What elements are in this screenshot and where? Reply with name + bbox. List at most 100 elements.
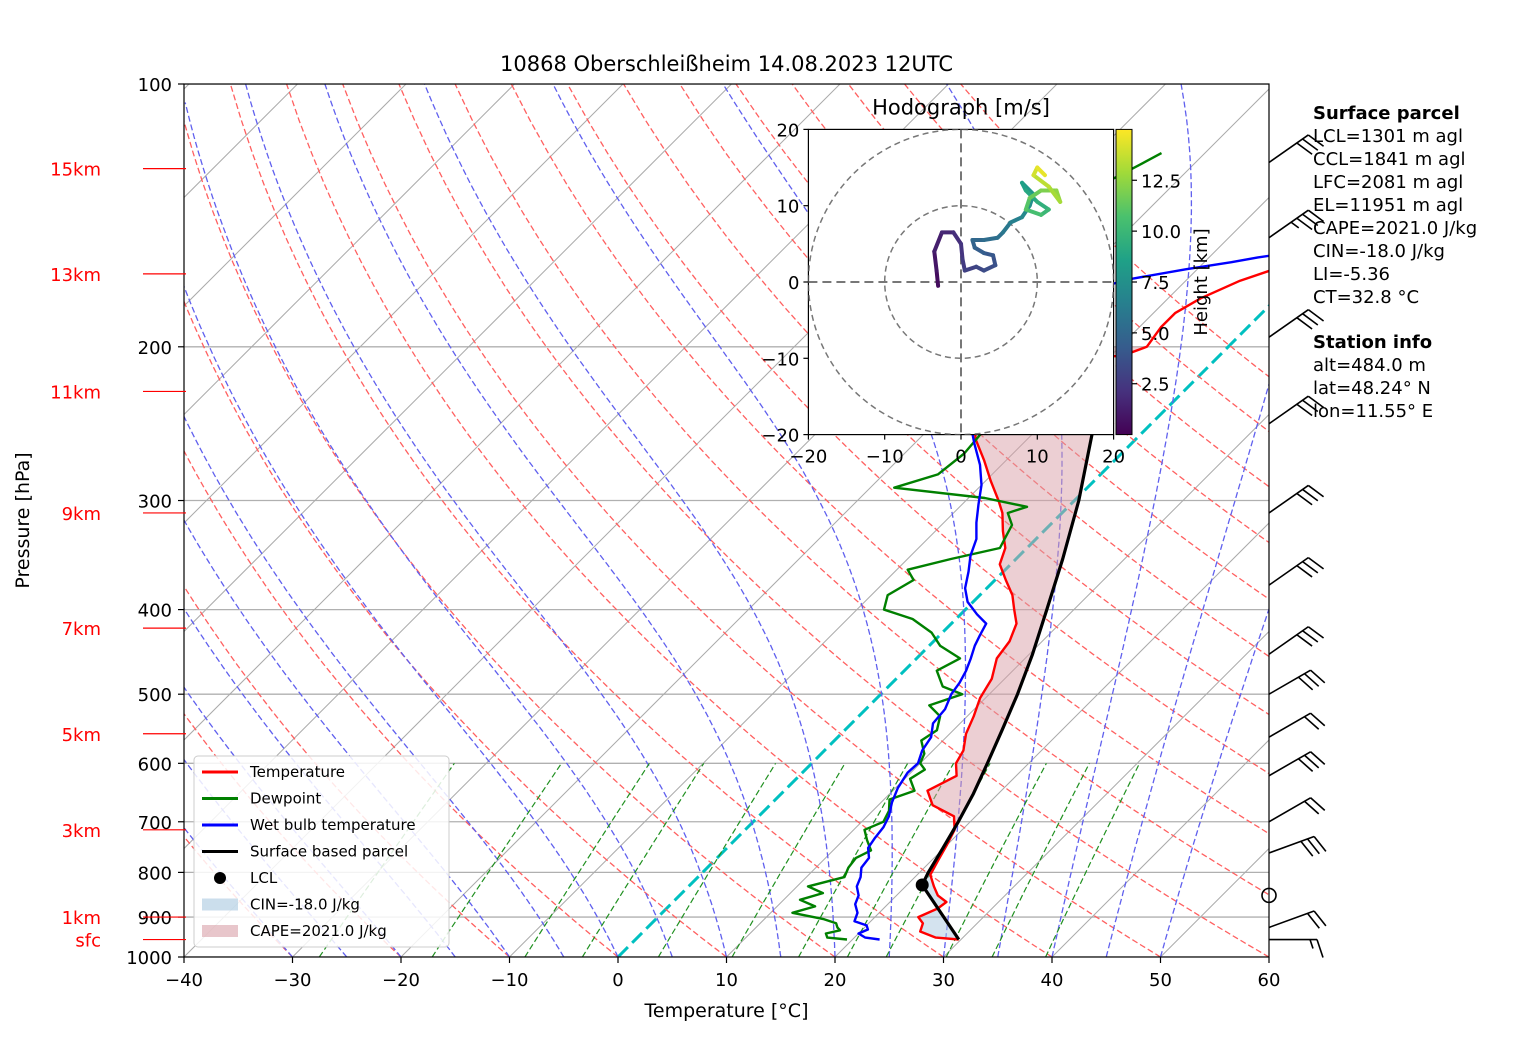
barb-staff [1269, 558, 1308, 586]
x-tick-label: 30 [932, 970, 955, 991]
wind-barb [1269, 558, 1324, 586]
hodograph-segment [934, 251, 936, 270]
x-tick-label: 0 [612, 970, 623, 991]
height-label: 3km [62, 821, 101, 842]
x-tick-label: −20 [382, 970, 420, 991]
y-tick-label: 1000 [126, 948, 172, 969]
wind-barb [1269, 670, 1325, 694]
height-label: 5km [62, 725, 101, 746]
legend-swatch [214, 872, 226, 884]
hodograph-y-tick-label: 10 [776, 197, 799, 218]
mixing-ratio-line [658, 763, 775, 957]
barb-staff [1269, 396, 1308, 424]
height-label: sfc [75, 931, 101, 952]
mixing-ratio-line [432, 763, 561, 957]
barb-flag [1317, 940, 1323, 958]
colorbar-tick-label: 10.0 [1141, 222, 1181, 243]
y-axis-label: Pressure [hPa] [12, 452, 34, 588]
info-panel: Surface parcel LCL=1301 m agl CCL=1841 m… [1313, 102, 1477, 423]
x-tick-label: 40 [1041, 970, 1064, 991]
hodograph-colorbar [1116, 129, 1132, 434]
legend-swatch [202, 925, 238, 937]
surface-line-lcl: LCL=1301 m agl [1313, 125, 1477, 148]
station-line-lat: lat=48.24° N [1313, 377, 1477, 400]
x-tick-label: −10 [491, 970, 529, 991]
colorbar-tick-label: 12.5 [1141, 171, 1181, 192]
x-tick-label: 20 [824, 970, 847, 991]
barb-staff [1269, 210, 1308, 238]
height-label: 15km [50, 160, 101, 181]
height-label: 7km [62, 619, 101, 640]
barb-staff [1269, 911, 1314, 927]
height-label: 9km [62, 504, 101, 525]
surface-line-cin: CIN=-18.0 J/kg [1313, 240, 1477, 263]
x-tick-label: 10 [715, 970, 738, 991]
hodograph-title: Hodograph [m/s] [872, 95, 1050, 119]
wind-barb [1269, 911, 1326, 928]
colorbar-tick-label: 7.5 [1141, 273, 1170, 294]
hodograph-y-tick-label: 0 [788, 273, 799, 294]
hodograph-y-tick-label: 20 [776, 120, 799, 141]
surface-line-li: LI=-5.36 [1313, 263, 1477, 286]
height-label: 11km [50, 382, 101, 403]
barb-staff [1269, 627, 1308, 655]
mixing-ratio-line [582, 763, 703, 957]
hodograph-segment [961, 244, 963, 259]
y-tick-label: 900 [138, 908, 172, 929]
x-tick-label: 60 [1258, 970, 1281, 991]
y-tick-label: 200 [138, 338, 172, 359]
colorbar-label: Height [km] [1191, 228, 1212, 335]
wind-barb [1269, 837, 1326, 857]
y-tick-label: 400 [138, 601, 172, 622]
station-line-lon: lon=11.55° E [1313, 400, 1477, 423]
barb-staff [1269, 135, 1308, 163]
x-axis-label: Temperature [°C] [644, 1000, 809, 1022]
lcl-marker [916, 878, 929, 891]
wind-barb [1269, 713, 1325, 737]
surface-line-el: EL=11951 m agl [1313, 194, 1477, 217]
colorbar-tick-label: 5.0 [1141, 324, 1170, 345]
y-tick-label: 700 [138, 813, 172, 834]
station-info-header: Station info [1313, 331, 1477, 354]
legend-label: Dewpoint [250, 790, 321, 808]
surface-line-lfc: LFC=2081 m agl [1313, 171, 1477, 194]
legend-label: Surface based parcel [250, 843, 408, 861]
legend-label: Wet bulb temperature [250, 816, 416, 834]
y-tick-label: 600 [138, 754, 172, 775]
hodograph-y-tick-label: −20 [761, 426, 799, 447]
y-tick-label: 100 [138, 75, 172, 96]
moist-adiabat [425, 84, 836, 957]
wind-barb [1269, 485, 1324, 513]
legend-label: Temperature [249, 763, 345, 781]
wind-barb [1269, 940, 1323, 958]
hodograph-x-tick-label: 10 [1026, 447, 1049, 468]
wind-barb [1269, 798, 1325, 822]
mixing-ratio-line [1046, 763, 1140, 957]
wind-barb [1269, 627, 1324, 655]
colorbar-tick-label: 2.5 [1141, 375, 1170, 396]
legend-swatch [202, 899, 238, 911]
legend-label: LCL [250, 869, 278, 887]
surface-line-ccl: CCL=1841 m agl [1313, 148, 1477, 171]
x-tick-label: −40 [165, 970, 203, 991]
y-tick-label: 800 [138, 863, 172, 884]
barb-staff [1269, 798, 1311, 822]
legend: Temperature Dewpoint Wet bulb temperature S… [194, 756, 449, 947]
legend-label: CIN=-18.0 J/kg [250, 896, 360, 914]
hodograph-segment [937, 271, 939, 286]
surface-parcel-header: Surface parcel [1313, 102, 1477, 125]
hodograph-x-tick-label: −10 [866, 447, 904, 468]
barb-staff [1269, 310, 1308, 338]
surface-line-ct: CT=32.8 °C [1313, 286, 1477, 309]
x-tick-label: −30 [274, 970, 312, 991]
y-tick-label: 500 [138, 685, 172, 706]
chart-title: 10868 Oberschleißheim 14.08.2023 12UTC [500, 52, 953, 76]
height-label: 1km [62, 908, 101, 929]
x-tick-label: 50 [1149, 970, 1172, 991]
height-label: 13km [50, 265, 101, 286]
barb-staff [1269, 485, 1308, 513]
hodograph-y-tick-label: −10 [761, 349, 799, 370]
